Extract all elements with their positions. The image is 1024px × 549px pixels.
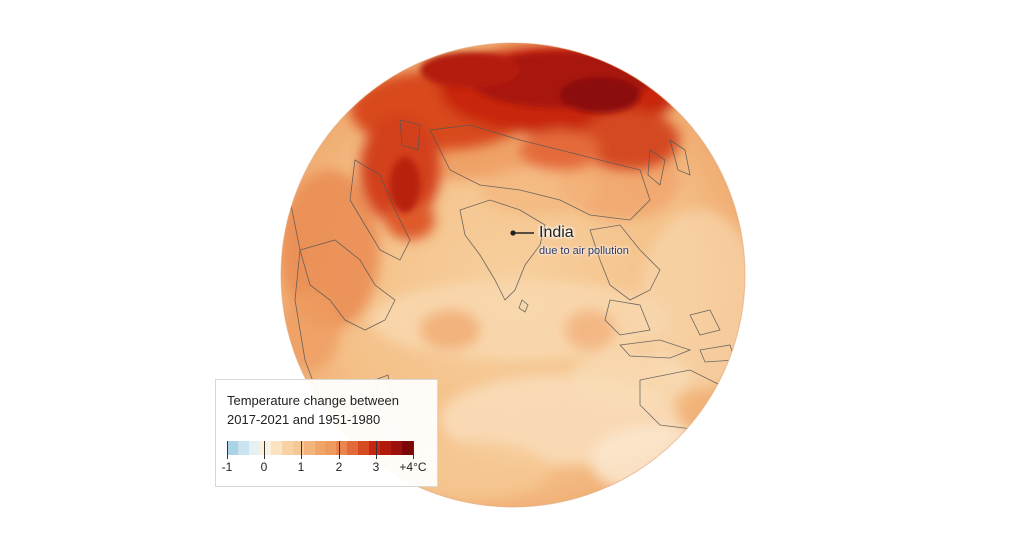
legend-swatch (380, 441, 392, 455)
legend-swatch (259, 441, 271, 455)
annotation-subtitle: due to air pollution (539, 245, 629, 257)
legend-title: Temperature change between 2017-2021 and… (227, 393, 400, 427)
legend-swatch (402, 441, 413, 455)
legend-swatch (391, 441, 402, 455)
color-legend: Temperature change between 2017-2021 and… (215, 379, 438, 487)
legend-swatch (248, 441, 260, 455)
legend-swatch (325, 441, 337, 455)
legend-tick (301, 441, 302, 459)
legend-swatch (314, 441, 326, 455)
legend-tick (376, 441, 377, 459)
legend-tick-label: -1 (221, 460, 233, 474)
legend-swatch (369, 441, 381, 455)
legend-swatch (303, 441, 315, 455)
legend-tick (227, 441, 228, 459)
legend-tick-label: 2 (335, 460, 343, 474)
legend-swatch (227, 441, 238, 455)
india-annotation: India due to air pollution (539, 224, 629, 258)
legend-ticks: -1 0 1 2 3 +4°C (222, 441, 427, 474)
globe-outline (280, 42, 746, 508)
legend-tick (339, 441, 340, 459)
legend-swatch (347, 441, 359, 455)
legend-tick (264, 441, 265, 459)
legend-tick-label: +4°C (399, 460, 427, 474)
legend-swatch (281, 441, 293, 455)
legend-swatch (336, 441, 348, 455)
legend-swatch (270, 441, 282, 455)
legend-swatch (237, 441, 249, 455)
legend-swatch (358, 441, 370, 455)
legend-tick-label: 0 (260, 460, 268, 474)
legend-tick-label: 3 (372, 460, 380, 474)
india-marker (510, 230, 516, 236)
legend-color-bar (227, 441, 413, 455)
legend-tick (413, 441, 414, 459)
legend-tick-label: 1 (297, 460, 305, 474)
legend-swatch (292, 441, 304, 455)
annotation-title: India (539, 224, 574, 241)
